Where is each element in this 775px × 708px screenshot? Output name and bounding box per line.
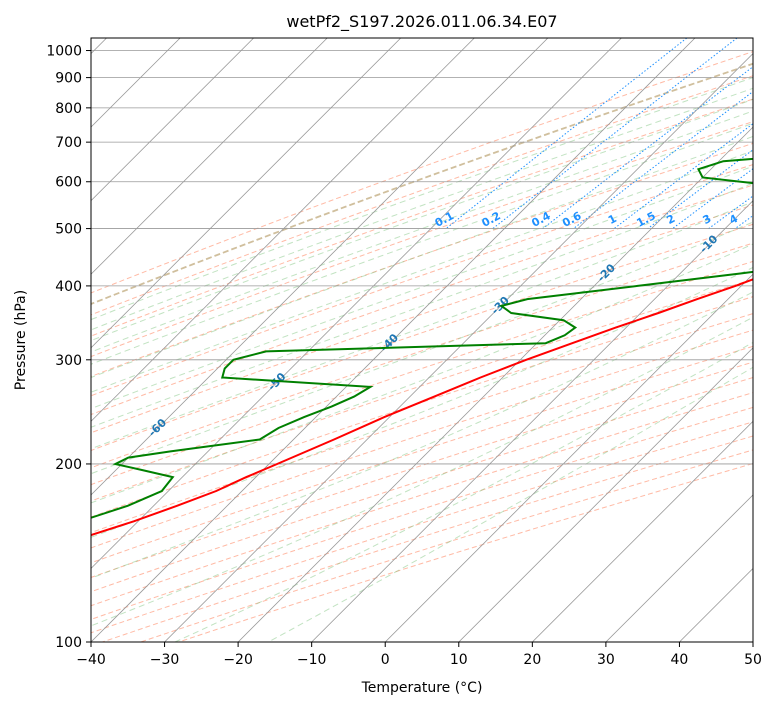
moist-adiabats: [91, 77, 753, 642]
dry-adiabat: [91, 223, 753, 452]
isotherm-line: [237, 126, 753, 642]
isotherm-line: [91, 38, 696, 642]
dry-adiabat: [91, 406, 753, 620]
mixing-ratio-line: [573, 90, 753, 229]
isotherm-line: [91, 38, 475, 422]
y-axis: 1000 900 800 700 600 500 400 300 200 100: [46, 44, 91, 651]
dry-adiabat: [91, 260, 753, 486]
y-tick-label: 200: [55, 457, 82, 473]
isotherm-line: [605, 494, 753, 642]
x-tick-label: −20: [223, 652, 253, 668]
y-tick-label: 900: [55, 71, 82, 87]
moist-adiabat: [91, 87, 753, 331]
moist-adiabat: [91, 77, 753, 321]
dry-adiabat: [91, 278, 753, 502]
moist-adiabat: [91, 165, 753, 410]
x-tick-label: 20: [523, 652, 541, 668]
isotherm-line: [91, 38, 328, 275]
isotherm-line: [164, 52, 753, 642]
dewpoint-line: [91, 157, 753, 519]
isotherm-line: [91, 38, 549, 496]
mixing-ratio-line: [492, 38, 738, 229]
plot-area: 0.10.20.40.611.52346810131620253036-100-…: [91, 38, 753, 642]
moist-adiabat: [91, 291, 753, 579]
isotherm-line: [91, 38, 622, 570]
dry-adiabat: [91, 75, 753, 316]
x-tick-label: 30: [597, 652, 615, 668]
isotherm-line: [311, 200, 753, 642]
plot-frame: [90, 37, 754, 643]
dry-adiabat: [91, 313, 753, 534]
x-tick-label: 0: [381, 652, 390, 668]
y-axis-label: Pressure (hPa): [13, 290, 29, 390]
isotherm-line: [91, 38, 402, 349]
isotherm-line: [458, 347, 753, 642]
dry-adiabat: [91, 392, 753, 607]
y-tick-label: 700: [55, 135, 82, 151]
y-tick-label: 1000: [46, 44, 82, 60]
x-axis: −40 −30 −20 −10 0 10 20 30 40 50: [76, 642, 762, 668]
x-tick-label: −30: [150, 652, 180, 668]
mixing-ratio-lines: [445, 38, 753, 230]
dry-adiabat: [91, 142, 753, 378]
moist-adiabat: [91, 110, 753, 353]
isotherms: [91, 38, 753, 642]
moist-adiabat: [267, 366, 753, 642]
mixing-ratio-line: [708, 195, 753, 230]
x-tick-label: −40: [76, 652, 106, 668]
isotherm-line: [91, 38, 254, 202]
dry-adiabat: [91, 421, 753, 634]
moist-adiabat: [91, 316, 753, 627]
dry-adiabat: [91, 329, 753, 549]
x-tick-label: 50: [744, 652, 762, 668]
isotherm-line: [532, 420, 753, 642]
dry-adiabat: [91, 98, 753, 337]
chart-title: wetPf2_S197.2026.011.06.34.E07: [286, 12, 557, 32]
dry-adiabat: [91, 121, 753, 358]
mixing-ratio-line: [647, 149, 753, 229]
moist-adiabat: [91, 221, 753, 475]
y-tick-label: 400: [55, 279, 82, 295]
y-tick-label: 500: [55, 222, 82, 238]
y-tick-label: 600: [55, 175, 82, 191]
isotherm-line: [384, 273, 753, 642]
y-tick-label: 800: [55, 101, 82, 117]
x-tick-label: −10: [297, 652, 327, 668]
mixing-ratio-line: [445, 38, 688, 229]
y-tick-label: 100: [55, 635, 82, 651]
dry-adiabat: [102, 435, 753, 642]
dry-adiabat: [91, 184, 753, 416]
temperature-line: [91, 278, 753, 537]
moist-adiabat: [91, 182, 753, 428]
x-tick-label: 10: [450, 652, 468, 668]
x-axis-label: Temperature (°C): [361, 680, 483, 696]
y-tick-label: 300: [55, 353, 82, 369]
x-tick-label: 40: [671, 652, 689, 668]
